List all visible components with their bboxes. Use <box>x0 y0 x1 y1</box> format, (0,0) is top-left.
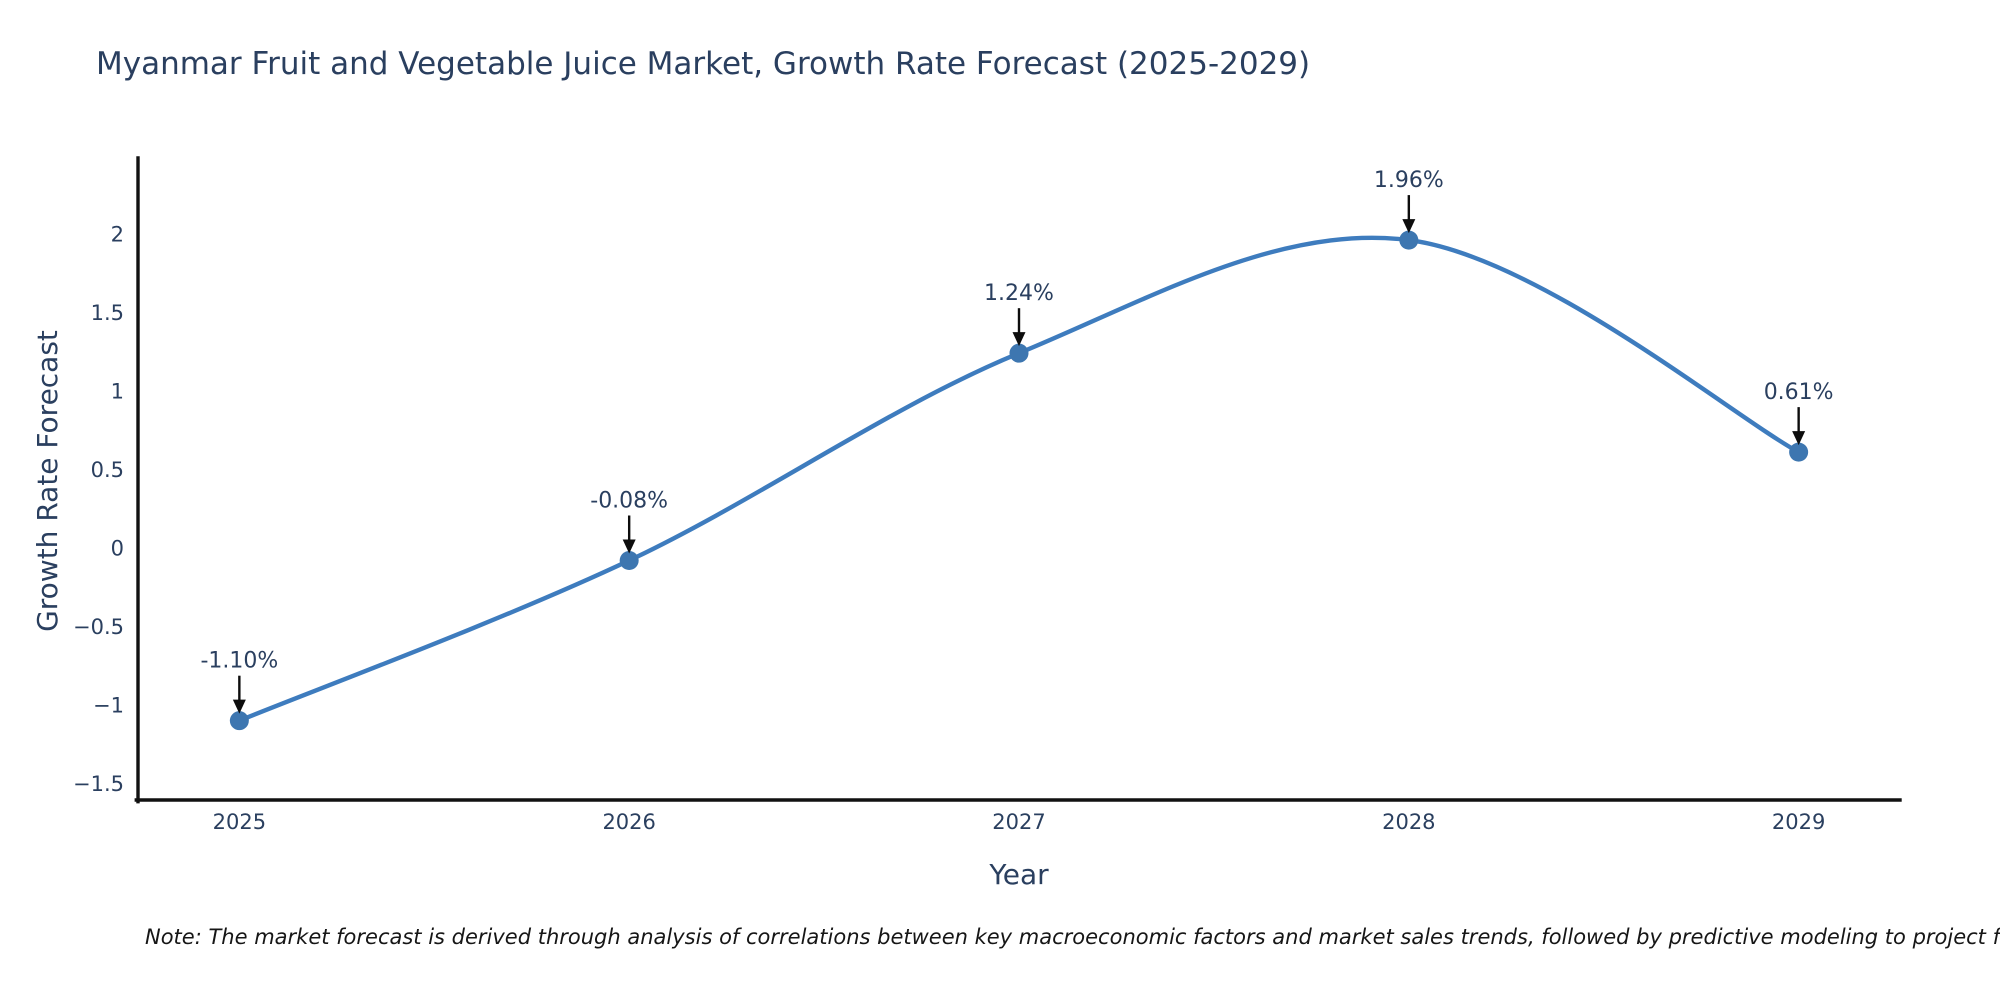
annotation-label: 0.61% <box>1764 380 1834 405</box>
annotation-arrowhead-icon <box>1012 332 1026 347</box>
data-point-marker <box>1789 442 1809 462</box>
y-axis-title: Growth Rate Forecast <box>31 330 64 632</box>
data-point-marker <box>1399 230 1419 250</box>
x-tick-label: 2028 <box>1382 810 1435 834</box>
data-point-marker <box>1009 343 1029 363</box>
x-tick-label: 2029 <box>1772 810 1825 834</box>
x-tick-label: 2025 <box>213 810 266 834</box>
x-tick-label: 2027 <box>992 810 1045 834</box>
y-tick-label: 1.5 <box>91 301 124 325</box>
footnote: Note: The market forecast is derived thr… <box>145 925 2000 949</box>
y-tick-label: 0.5 <box>91 458 124 482</box>
annotation-label: -1.10% <box>200 649 278 674</box>
annotation-arrowhead-icon <box>1792 431 1806 446</box>
annotation-label: -0.08% <box>590 488 668 513</box>
y-tick-label: −1.5 <box>73 772 124 796</box>
y-tick-label: 2 <box>111 222 124 246</box>
data-point-marker <box>619 550 639 570</box>
annotation-label: 1.24% <box>984 281 1054 306</box>
y-tick-label: −0.5 <box>73 615 124 639</box>
annotation-arrowhead-icon <box>232 699 246 714</box>
chart-title: Myanmar Fruit and Vegetable Juice Market… <box>96 46 1311 82</box>
y-tick-label: −1 <box>93 693 124 717</box>
annotation-arrowhead-icon <box>1402 219 1416 234</box>
annotation-arrowhead-icon <box>622 539 636 554</box>
y-tick-label: 0 <box>111 536 124 560</box>
x-axis-title: Year <box>988 858 1049 891</box>
x-tick-label: 2026 <box>602 810 655 834</box>
data-point-marker <box>229 711 249 731</box>
annotation-label: 1.96% <box>1374 168 1444 193</box>
y-tick-label: 1 <box>111 379 124 403</box>
